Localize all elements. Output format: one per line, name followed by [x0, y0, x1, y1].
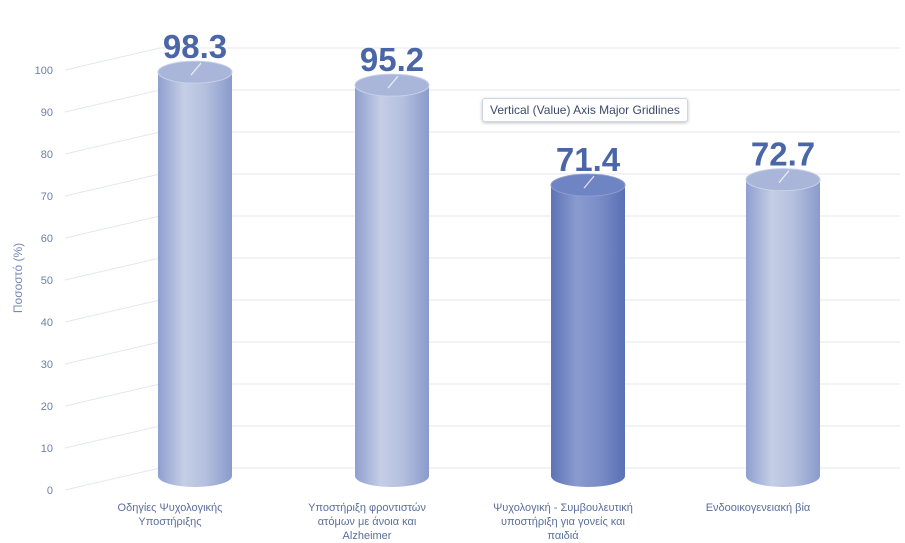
y-tick-label: 100	[35, 65, 53, 77]
y-tick-label: 20	[41, 401, 53, 413]
x-tick-label: Ενδοοικογενειακή βία	[706, 502, 811, 514]
data-label: 71.4	[556, 141, 621, 178]
y-tick-label: 30	[41, 359, 53, 371]
y-tick-label: 10	[41, 443, 53, 455]
y-axis-ticks: 0 10 20 30 40 50 60 70 80 90 100	[35, 65, 53, 497]
bar[interactable]	[550, 173, 626, 487]
bar[interactable]	[354, 73, 430, 487]
y-tick-label: 60	[41, 233, 53, 245]
y-tick-label: 0	[47, 485, 53, 497]
gridlines-tooltip: Vertical (Value) Axis Major Gridlines	[482, 98, 688, 122]
bar[interactable]	[157, 60, 233, 487]
y-tick-label: 40	[41, 317, 53, 329]
bars[interactable]: 98.3 95.2 71.4 72.7	[157, 28, 821, 487]
x-tick-label: Υποστήριξη φροντιστών ατόμων με άνοια και…	[308, 502, 426, 542]
y-tick-label: 70	[41, 191, 53, 203]
y-tick-label: 50	[41, 275, 53, 287]
y-axis-title: Ποσοστό (%)	[11, 243, 25, 313]
data-label: 98.3	[163, 28, 227, 65]
gridline[interactable]	[64, 47, 900, 71]
x-tick-label: Ψυχολογική - Συμβουλευτική υποστήριξη για…	[493, 502, 633, 542]
y-tick-label: 80	[41, 149, 53, 161]
gridline[interactable]	[64, 131, 900, 155]
y-tick-label: 90	[41, 107, 53, 119]
data-label: 72.7	[751, 136, 815, 173]
x-tick-label: Οδηγίες Ψυχολογικής Υποστήριξης	[118, 502, 223, 528]
bar[interactable]	[745, 168, 821, 487]
category-labels: Οδηγίες Ψυχολογικής Υποστήριξης Υποστήριξη…	[118, 502, 811, 542]
gridline[interactable]	[64, 89, 900, 113]
data-label: 95.2	[360, 41, 424, 78]
